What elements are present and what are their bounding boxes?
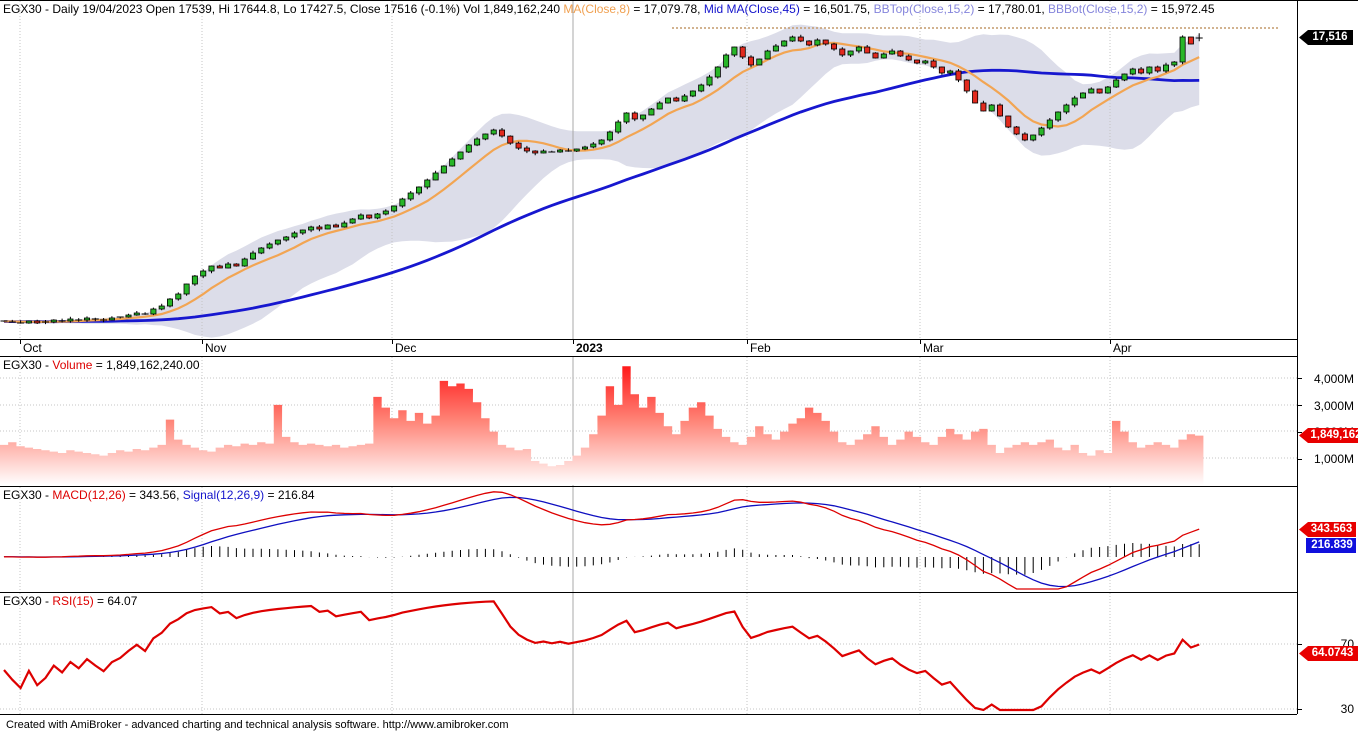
month-label: Dec	[395, 341, 417, 355]
rsi-legend: RSI(15)	[52, 594, 94, 608]
signal-line	[4, 496, 1200, 588]
bbbot-value: = 15,972.45	[1147, 2, 1215, 16]
price-chart-svg	[0, 1, 1278, 339]
month-label: Nov	[205, 341, 227, 355]
month-label: Mar	[923, 341, 944, 355]
month-label: Apr	[1113, 341, 1132, 355]
ohlc-summary-text: EGX30 - Daily 19/04/2023 Open 17539, Hi …	[3, 2, 564, 16]
bollinger-band	[4, 24, 1200, 338]
macd-legend: MACD(12,26)	[52, 488, 126, 502]
month-label: Oct	[23, 341, 42, 355]
ma45-legend: Mid MA(Close,45)	[703, 2, 800, 16]
volume-tick-4000m: 4,000M	[1313, 372, 1354, 386]
footer-credit: Created with AmiBroker - advanced charti…	[0, 715, 1358, 732]
rsi-chart-svg	[0, 593, 1297, 714]
macd-title-value: = 343.56,	[125, 488, 183, 502]
macd-pane[interactable]: EGX30 - MACD(12,26) = 343.56, Signal(12,…	[0, 487, 1297, 593]
rsi-title-symbol: EGX30 -	[3, 594, 53, 608]
macd-value-marker: 343.563	[1299, 522, 1356, 537]
price-pane-title: EGX30 - Daily 19/04/2023 Open 17539, Hi …	[3, 2, 1215, 16]
macd-line	[3, 491, 1200, 590]
candlestick-series	[0, 33, 1203, 325]
ma8-line	[3, 41, 1200, 324]
footer-text: Created with AmiBroker - advanced charti…	[6, 719, 509, 731]
price-pane[interactable]: EGX30 - Daily 19/04/2023 Open 17539, Hi …	[0, 1, 1297, 339]
month-tick	[1110, 340, 1111, 344]
month-tick	[202, 340, 203, 344]
ma45-line	[4, 68, 1200, 324]
macd-pane-title: EGX30 - MACD(12,26) = 343.56, Signal(12,…	[3, 488, 315, 502]
volume-value-marker: 1,849,162	[1299, 428, 1358, 443]
signal-title-value: = 216.84	[264, 488, 315, 502]
volume-area	[0, 366, 1204, 485]
date-axis[interactable]: Oct Nov Dec 2023 Feb Mar Apr	[0, 339, 1297, 357]
rsi-pane[interactable]: EGX30 - RSI(15) = 64.07	[0, 593, 1297, 715]
month-tick	[20, 340, 21, 344]
axis-tick	[1298, 405, 1302, 406]
macd-title-symbol: EGX30 -	[3, 488, 53, 502]
value-axis[interactable]: 17,516 4,000M 3,000M 2,000M 1,000M 1,849…	[1297, 1, 1358, 716]
axis-tick	[1298, 709, 1302, 710]
month-tick	[573, 340, 574, 344]
axis-tick	[1298, 459, 1302, 460]
volume-legend: Volume	[52, 358, 93, 372]
signal-value-marker: 216.839	[1306, 538, 1356, 553]
month-tick	[920, 340, 921, 344]
month-label: Feb	[750, 341, 771, 355]
signal-legend: Signal(12,26,9)	[182, 488, 265, 502]
macd-histogram	[3, 543, 1200, 575]
macd-chart-svg	[3, 487, 1200, 592]
ma45-value: = 16,501.75,	[799, 2, 874, 16]
month-tick	[392, 340, 393, 344]
volume-chart-svg	[0, 357, 1297, 486]
volume-pane-title: EGX30 - Volume = 1,849,162,240.00	[3, 358, 200, 372]
volume-title-symbol: EGX30 -	[3, 358, 53, 372]
bbtop-value: = 17,780.01,	[974, 2, 1049, 16]
ma8-value: = 17,079.78,	[630, 2, 704, 16]
rsi-title-value: = 64.07	[93, 594, 138, 608]
month-label: 2023	[576, 341, 603, 355]
rsi-tick-30: 30	[1340, 702, 1354, 716]
volume-tick-1000m: 1,000M	[1313, 452, 1354, 466]
volume-pane[interactable]: EGX30 - Volume = 1,849,162,240.00	[0, 357, 1297, 487]
rsi-pane-title: EGX30 - RSI(15) = 64.07	[3, 594, 137, 608]
volume-tick-3000m: 3,000M	[1313, 399, 1354, 413]
axis-tick	[1298, 432, 1302, 433]
bbtop-legend: BBTop(Close,15,2)	[873, 2, 975, 16]
rsi-value-marker: 64.0743	[1299, 646, 1358, 661]
rsi-line	[3, 600, 1200, 712]
month-tick	[747, 340, 748, 344]
last-price-marker: 17,516	[1299, 30, 1353, 45]
bbbot-legend: BBBot(Close,15,2)	[1048, 2, 1148, 16]
volume-title-value: = 1,849,162,240.00	[92, 358, 200, 372]
axis-tick	[1298, 644, 1302, 645]
axis-tick	[1298, 378, 1302, 379]
ma8-legend: MA(Close,8)	[563, 2, 631, 16]
